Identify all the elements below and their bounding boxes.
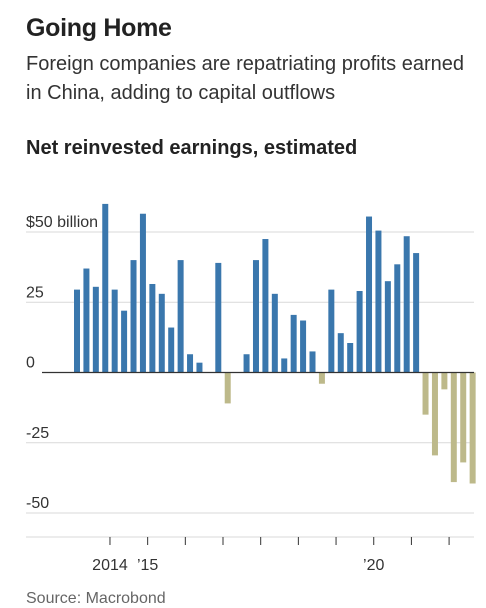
y-tick-label: $50 billion xyxy=(26,214,98,231)
bar xyxy=(83,268,90,373)
bar xyxy=(262,239,269,373)
bar xyxy=(243,354,250,373)
x-axis xyxy=(26,371,474,545)
bar xyxy=(281,358,288,373)
y-tick-label: -25 xyxy=(26,425,49,442)
bar xyxy=(403,236,410,373)
bar xyxy=(187,354,194,373)
bar xyxy=(450,372,457,483)
x-tick-label: ’15 xyxy=(137,557,158,574)
chart-title-main: Going Home xyxy=(26,14,172,42)
bar xyxy=(158,293,165,373)
bar xyxy=(121,310,128,373)
chart-subtitle: Foreign companies are repatriating profi… xyxy=(26,53,465,104)
bar xyxy=(215,262,222,373)
bar xyxy=(139,213,146,373)
bars xyxy=(74,203,476,484)
chart-heading: Net reinvested earnings, estimated xyxy=(26,137,358,159)
bar xyxy=(328,289,335,373)
bar xyxy=(224,372,231,404)
x-tick-label: ’20 xyxy=(363,557,384,574)
bar xyxy=(469,372,476,484)
bar xyxy=(111,289,118,373)
bar xyxy=(130,260,137,373)
y-tick-label: 0 xyxy=(26,355,35,372)
bar xyxy=(168,327,175,373)
bar xyxy=(252,260,259,373)
bar xyxy=(441,372,448,390)
bar xyxy=(92,286,99,373)
bar xyxy=(366,216,373,373)
bar xyxy=(318,372,325,384)
bar xyxy=(337,333,344,373)
source-note: Source: Macrobond xyxy=(26,590,166,607)
bar xyxy=(431,372,438,456)
bar xyxy=(422,372,429,415)
bar xyxy=(413,253,420,373)
bar xyxy=(102,203,109,373)
bar xyxy=(394,264,401,373)
bar xyxy=(309,351,316,373)
x-tick-label: 2014 xyxy=(92,557,128,574)
bar xyxy=(384,281,391,373)
bar xyxy=(347,343,354,373)
y-tick-label: 25 xyxy=(26,284,44,301)
bar xyxy=(74,289,80,373)
y-tick-label: -50 xyxy=(26,495,49,512)
bar xyxy=(300,320,307,373)
bar xyxy=(149,283,156,373)
bar xyxy=(290,314,297,373)
bar xyxy=(196,362,203,373)
bar xyxy=(375,230,382,373)
bar xyxy=(177,260,184,373)
bar xyxy=(460,372,467,463)
bar xyxy=(356,291,363,373)
bar xyxy=(271,293,278,373)
tick-labels: $50 billion 25 0 -25 -50 2014 ’15 ’20 xyxy=(26,214,385,574)
